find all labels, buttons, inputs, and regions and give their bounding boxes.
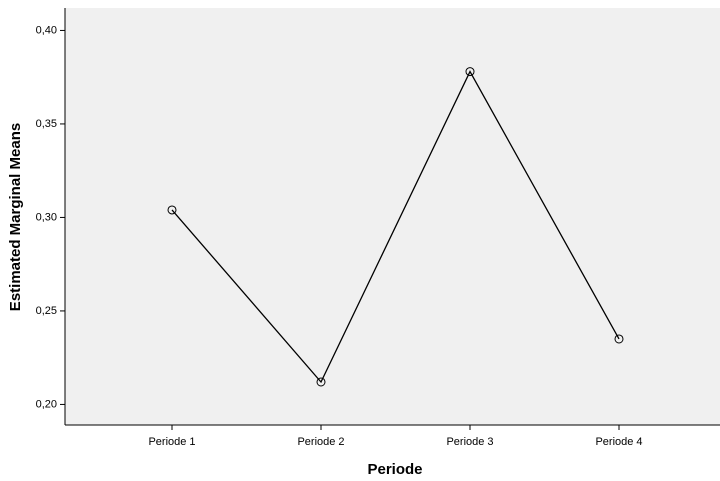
data-point — [167, 205, 177, 215]
data-line — [171, 70, 620, 384]
y-tick-label: 0,35 — [36, 118, 57, 130]
y-tick-label: 0,20 — [36, 398, 57, 410]
plot-area — [65, 8, 720, 425]
y-tick-label: 0,30 — [36, 211, 57, 223]
data-point — [316, 377, 326, 387]
data-point — [465, 67, 475, 77]
x-tick-label: Periode 2 — [297, 436, 344, 448]
y-axis-title: Estimated Marginal Means — [7, 123, 24, 311]
y-tick-label: 0,25 — [36, 305, 57, 317]
x-tick-label: Periode 1 — [148, 436, 195, 448]
x-axis-title: Periode — [367, 461, 422, 478]
x-tick-label: Periode 3 — [446, 436, 493, 448]
x-tick-label: Periode 4 — [595, 436, 642, 448]
y-tick-label: 0,40 — [36, 24, 57, 36]
data-point — [614, 334, 624, 344]
